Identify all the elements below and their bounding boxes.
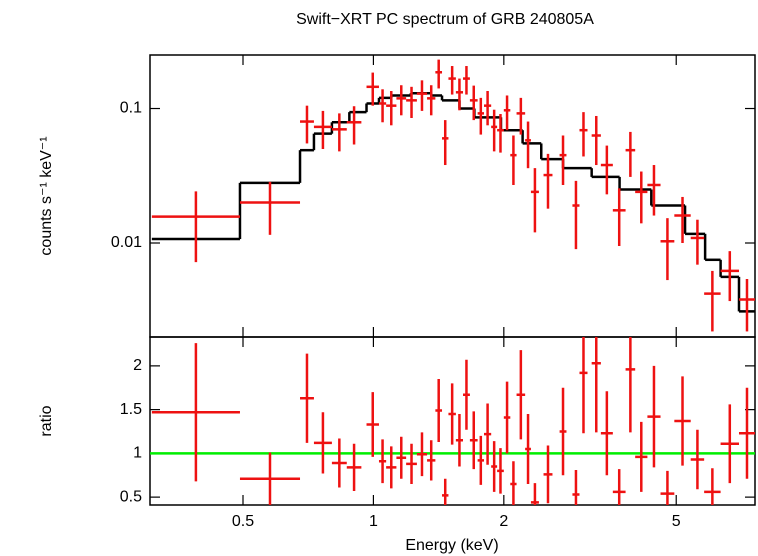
bottom-panel-frame <box>149 336 756 506</box>
y-tick-label: 0.5 <box>120 488 142 505</box>
x-tick-label: 0.5 <box>232 513 254 530</box>
y-tick-label: 0.01 <box>111 234 142 251</box>
y-axis-label: counts s⁻¹ keV⁻¹ <box>38 136 55 255</box>
x-tick-label: 1 <box>369 513 378 530</box>
y-tick-label: 2 <box>133 357 142 374</box>
y-axis-label: ratio <box>38 405 55 436</box>
y-tick-label: 1.5 <box>120 401 142 418</box>
chart-title: Swift−XRT PC spectrum of GRB 240805A <box>296 11 594 28</box>
y-tick-label: 0.1 <box>120 100 142 117</box>
x-tick-label: 5 <box>672 513 681 530</box>
x-tick-label: 2 <box>499 513 508 530</box>
x-axis-label: Energy (keV) <box>405 537 498 554</box>
y-tick-label: 1 <box>133 445 142 462</box>
